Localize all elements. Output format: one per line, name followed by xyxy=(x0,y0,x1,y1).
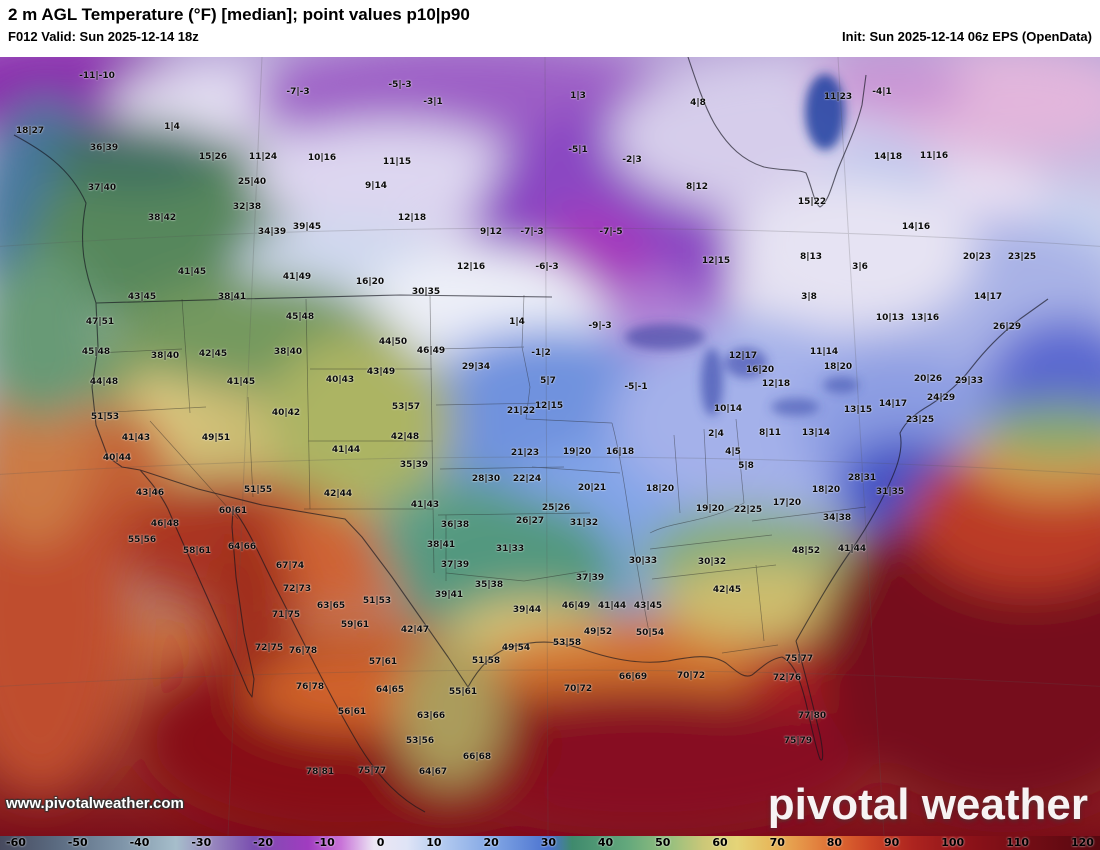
colorbar-tick: 70 xyxy=(769,836,785,849)
colorbar-tick: 0 xyxy=(376,836,385,849)
colorbar-tick: 10 xyxy=(426,836,442,849)
temperature-map[interactable]: www.pivotalweather.com pivotal weather xyxy=(0,57,1100,836)
colorbar-tick: -10 xyxy=(314,836,335,849)
coastline-layer xyxy=(13,57,1049,813)
colorbar-tick: 30 xyxy=(540,836,556,849)
colorbar-tick: 100 xyxy=(941,836,965,849)
colorbar-tick: 90 xyxy=(884,836,900,849)
colorbar-tick: 40 xyxy=(597,836,614,849)
forecast-valid-time: F012 Valid: Sun 2025-12-14 18z xyxy=(8,29,199,44)
model-init-info: Init: Sun 2025-12-14 06z EPS (OpenData) xyxy=(842,29,1092,44)
logo-text: pivotal weather xyxy=(767,780,1088,829)
colorbar-tick: 120 xyxy=(1070,836,1094,849)
colorbar-tick: -30 xyxy=(191,836,212,849)
map-svg xyxy=(0,57,1100,836)
colorbar-tick: 20 xyxy=(483,836,499,849)
pivotal-weather-logo: pivotal weather xyxy=(768,780,1088,830)
title-bar: 2 m AGL Temperature (°F) [median]; point… xyxy=(0,0,1100,57)
colorbar-tick: 80 xyxy=(826,836,843,849)
map-title: 2 m AGL Temperature (°F) [median]; point… xyxy=(8,5,470,24)
colorbar-tick: 50 xyxy=(655,836,671,849)
colorbar-tick: -40 xyxy=(129,836,150,849)
colorbar-tick: 60 xyxy=(712,836,728,849)
graticule xyxy=(0,57,1100,836)
watermark-url: www.pivotalweather.com xyxy=(6,795,184,812)
colorbar-tick: -50 xyxy=(67,836,88,849)
state-borders xyxy=(93,294,867,654)
colorbar-tick: 110 xyxy=(1006,836,1030,849)
temperature-colorbar: -60 -50 -40 -30 -20 -10 0 10 20 30 40 50 60 70 80 90 100… xyxy=(0,836,1100,850)
colorbar-tick: -60 xyxy=(6,836,26,849)
colorbar-tick: -20 xyxy=(253,836,273,849)
colorbar-ticks: -60 -50 -40 -30 -20 -10 0 10 20 30 40 50 60 70 80 90 100… xyxy=(0,836,1100,850)
lakes-layer xyxy=(625,74,859,416)
